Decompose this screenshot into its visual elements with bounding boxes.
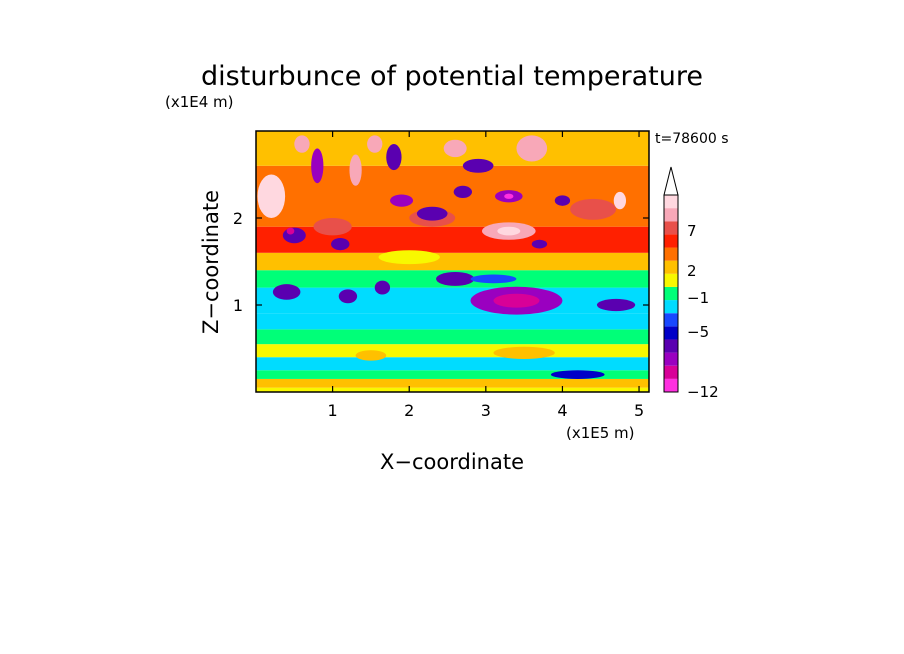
colorbar-swatch-4 — [664, 326, 678, 340]
field-feature-28 — [531, 239, 548, 249]
x-tick-label-4: 5 — [634, 401, 644, 420]
field-feature-30 — [386, 144, 402, 171]
field-feature-4 — [374, 280, 391, 295]
colorbar: 7 2 −1 −5 −12 — [663, 166, 719, 401]
field-feature-35 — [443, 139, 467, 158]
field-feature-12 — [257, 174, 286, 218]
field-feature-33 — [516, 135, 548, 162]
colorbar-swatch-14 — [664, 195, 678, 209]
x-tick-label-0: 1 — [328, 401, 338, 420]
field-feature-36 — [367, 135, 383, 153]
field-feature-1 — [493, 293, 540, 308]
field-feature-2 — [272, 284, 301, 300]
colorbar-label-0: 7 — [687, 222, 697, 240]
colorbar-label-2: −1 — [687, 289, 709, 307]
y-axis-label: Z−coordinate — [199, 190, 223, 334]
field-band-2 — [256, 370, 649, 379]
colorbar-label-4: −12 — [687, 383, 719, 401]
colorbar-swatch-8 — [664, 273, 678, 287]
field-feature-31 — [462, 158, 494, 173]
field-feature-3 — [338, 289, 358, 304]
field-feature-8 — [470, 274, 517, 284]
field-feature-23 — [390, 194, 414, 207]
field-band-3 — [256, 357, 649, 371]
field-feature-37 — [294, 135, 310, 153]
y-tick-label-1: 2 — [233, 209, 243, 228]
field-feature-5 — [436, 271, 475, 286]
y-unit-label: (x1E4 m) — [165, 93, 234, 111]
colorbar-swatch-7 — [664, 286, 678, 301]
field-feature-18 — [313, 218, 352, 236]
colorbar-swatch-5 — [664, 313, 678, 327]
colorbar-label-3: −5 — [687, 323, 709, 341]
colorbar-label-1: 2 — [687, 262, 697, 280]
chart-title: disturbunce of potential temperature — [201, 61, 703, 92]
colorbar-swatch-10 — [664, 247, 678, 261]
time-label: t=78600 s — [655, 131, 729, 147]
x-tick-label-3: 4 — [557, 401, 567, 420]
field-feature-24 — [453, 185, 473, 198]
colorbar-swatch-1 — [664, 365, 678, 379]
field-feature-29 — [311, 148, 324, 184]
colorbar-swatch-6 — [664, 300, 678, 314]
field-feature-20 — [331, 238, 350, 251]
field-feature-19 — [282, 227, 306, 244]
field-band-10 — [256, 226, 649, 253]
x-unit-label: (x1E5 m) — [566, 424, 635, 442]
field-band-4 — [256, 344, 649, 358]
field-feature-27 — [554, 195, 571, 206]
x-axis-ticks: 1 2 3 4 5 — [328, 131, 644, 420]
field-feature-32 — [349, 154, 362, 186]
x-tick-label-1: 2 — [404, 401, 414, 420]
x-axis-label: X−coordinate — [380, 450, 524, 474]
field-band-0 — [256, 387, 649, 392]
colorbar-swatch-2 — [664, 352, 678, 366]
field-feature-22 — [416, 206, 448, 221]
y-tick-label-0: 1 — [233, 296, 243, 315]
field-band-6 — [256, 313, 649, 330]
field-feature-34 — [613, 191, 627, 210]
colorbar-swatch-12 — [664, 221, 678, 235]
colorbar-swatch-13 — [664, 208, 678, 222]
colorbar-swatch-11 — [664, 234, 678, 248]
colorbar-extend-arrow — [663, 166, 679, 196]
colorbar-swatch-9 — [664, 260, 678, 274]
field-band-5 — [256, 329, 649, 345]
y-axis-ticks: 12 — [233, 209, 649, 315]
colorbar-swatch-3 — [664, 339, 678, 353]
field-feature-6 — [596, 298, 636, 312]
field-band-7 — [256, 287, 649, 314]
field-feature-11 — [550, 370, 605, 379]
field-feature-15 — [497, 226, 521, 236]
field-band-9 — [256, 252, 649, 271]
field-feature-26 — [504, 193, 514, 199]
field-feature-21 — [286, 227, 295, 235]
x-tick-label-2: 3 — [481, 401, 491, 420]
heatmap-field — [256, 131, 649, 392]
colorbar-swatch-0 — [664, 378, 678, 392]
field-feature-16 — [570, 198, 617, 220]
field-feature-13 — [259, 197, 272, 212]
plot-frame — [255, 130, 650, 393]
field-feature-10 — [355, 350, 387, 361]
field-band-1 — [256, 378, 649, 388]
field-feature-9 — [493, 346, 555, 359]
field-feature-7 — [378, 250, 440, 265]
